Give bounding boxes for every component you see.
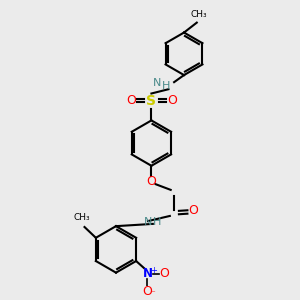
Text: CH₃: CH₃ [190, 10, 207, 19]
Text: O: O [126, 94, 136, 107]
Text: ⁻: ⁻ [151, 290, 155, 299]
Text: S: S [146, 94, 156, 108]
Text: H: H [153, 218, 161, 227]
Text: N: N [153, 78, 161, 88]
Text: O: O [167, 94, 177, 107]
Text: H: H [161, 81, 170, 91]
Text: N: N [144, 218, 152, 227]
Text: O: O [142, 285, 152, 298]
Text: N: N [142, 267, 152, 280]
Text: CH₃: CH₃ [74, 213, 91, 222]
Text: O: O [160, 267, 170, 280]
Text: O: O [188, 204, 198, 217]
Text: +: + [150, 266, 157, 275]
Text: O: O [146, 175, 156, 188]
